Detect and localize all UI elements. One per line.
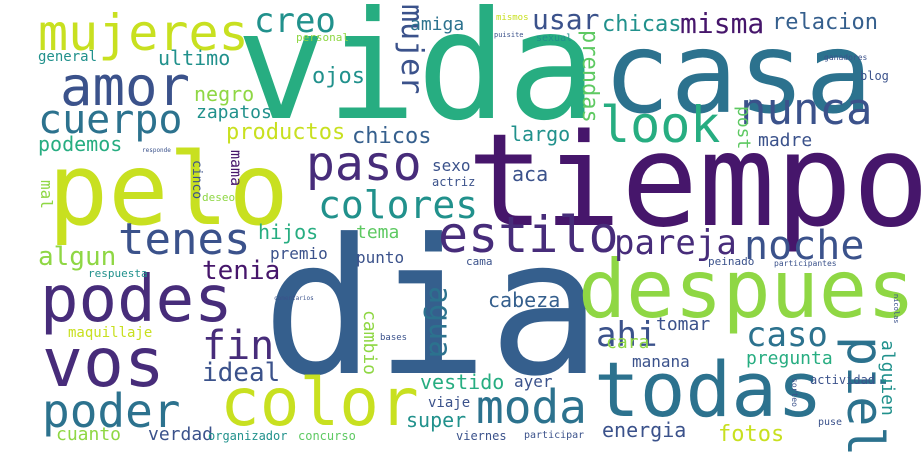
word-noche: noche (744, 223, 865, 269)
word-usar: usar (532, 3, 600, 36)
word-estilo: estilo (438, 206, 619, 264)
word-deseo: deseo (202, 191, 236, 204)
word-largo: largo (510, 122, 571, 146)
word-creo: creo (254, 1, 336, 41)
word-maquillaje: maquillaje (68, 325, 153, 341)
word-algun: algun (38, 242, 117, 272)
word-mama: mama (227, 150, 245, 187)
word-moda: moda (476, 380, 587, 434)
word-sorteo: sorteo (790, 378, 799, 407)
word-mujeres: mujeres (38, 4, 249, 62)
word-fotos: fotos (718, 422, 785, 447)
word-vida: vida (236, 0, 598, 154)
word-negro: negro (194, 82, 255, 106)
word-relacion: relacion (772, 10, 878, 35)
word-chicas: chicas (602, 12, 682, 37)
word-responde: responde (142, 147, 171, 154)
word-sexo: sexo (432, 156, 471, 175)
word-cabeza: cabeza (488, 288, 561, 312)
word-mujer: mujer (394, 4, 429, 95)
word-productos: productos (226, 120, 346, 145)
word-cara: cara (606, 332, 650, 353)
word-personal: personal (296, 31, 349, 44)
word-comentarios: comentarios (274, 295, 314, 302)
word-ojos: ojos (312, 64, 365, 89)
word-dia: dia (262, 199, 602, 418)
word-peinado: peinado (708, 255, 755, 268)
word-organizador: organizador (208, 429, 288, 443)
word-viernes: viernes (456, 429, 507, 443)
word-pelo: pelo (48, 131, 289, 248)
word-podemos: podemos (38, 132, 123, 156)
word-prendas: prendas (577, 30, 602, 123)
word-ayer: ayer (514, 372, 553, 391)
word-mal: mal (37, 180, 56, 209)
word-alguien: alguien (877, 340, 898, 416)
word-despues: despues (578, 243, 916, 336)
word-colores: colores (318, 183, 479, 227)
word-pareja: pareja (614, 223, 737, 263)
word-paso: paso (306, 136, 422, 192)
word-misma: misma (680, 7, 765, 40)
word-verdad: verdad (148, 424, 214, 445)
word-bases: bases (380, 333, 408, 343)
word-pregunta: pregunta (746, 348, 833, 369)
word-participantes: participantes (774, 259, 837, 268)
word-chicos: chicos (352, 124, 432, 149)
word-super: super (406, 408, 467, 432)
word-madre: madre (758, 130, 813, 151)
word-puisite: puisite (494, 31, 524, 39)
word-tiempo: tiempo (467, 107, 923, 256)
word-fin: fin (202, 323, 275, 369)
word-agua: agua (422, 286, 457, 359)
word-cambio: cambio (359, 310, 380, 376)
word-manana: manana (632, 352, 690, 371)
word-cama: cama (466, 255, 493, 268)
word-podes: podes (40, 263, 233, 337)
word-blog: blog (860, 69, 889, 83)
word-tenia: tenia (202, 256, 281, 286)
word-color: color (220, 364, 419, 441)
word-ultimo: ultimo (158, 46, 231, 70)
word-puse: puse (818, 417, 843, 428)
word-ideal: ideal (202, 358, 281, 388)
word-todas: todas (594, 345, 823, 434)
word-vos: vos (42, 324, 165, 403)
word-cuanto: cuanto (56, 424, 122, 445)
word-aca: aca (512, 162, 549, 186)
word-casa: casa (603, 9, 873, 139)
word-piel: piel (836, 336, 894, 457)
word-caso: caso (746, 315, 828, 355)
word-nunca: nunca (740, 84, 873, 135)
word-post: post (733, 106, 754, 150)
word-energia: energia (602, 418, 687, 442)
word-concurso: concurso (298, 429, 356, 443)
word-poder: poder (42, 384, 181, 438)
word-look: look (600, 96, 721, 154)
word-ganadores: ganadores (824, 53, 868, 62)
word-tenes: tenes (118, 214, 251, 265)
word-mismos: mismos (496, 13, 529, 23)
word-zapatos: zapatos (196, 102, 272, 123)
word-hijos: hijos (258, 220, 319, 244)
word-tema: tema (356, 222, 400, 243)
word-ahi: ahi (596, 315, 658, 355)
word-tomar: tomar (656, 314, 711, 335)
word-cuerpo: cuerpo (38, 97, 183, 143)
word-vestido: vestido (420, 370, 505, 394)
word-actividad: actividad (810, 373, 876, 387)
word-sexual: sexual (536, 33, 573, 44)
word-viaje: viaje (428, 395, 471, 411)
word-punto: punto (356, 248, 405, 267)
word-actriz: actriz (432, 175, 476, 189)
word-premio: premio (270, 244, 328, 263)
word-amor: amor (60, 55, 191, 118)
word-amiga: amiga (410, 14, 465, 35)
word-cinco: cinco (189, 160, 204, 200)
word-respuesta: respuesta (88, 267, 148, 280)
word-nicolas: nicolas (892, 294, 900, 324)
word-participar: participar (524, 430, 585, 441)
word-general: general (38, 49, 98, 65)
